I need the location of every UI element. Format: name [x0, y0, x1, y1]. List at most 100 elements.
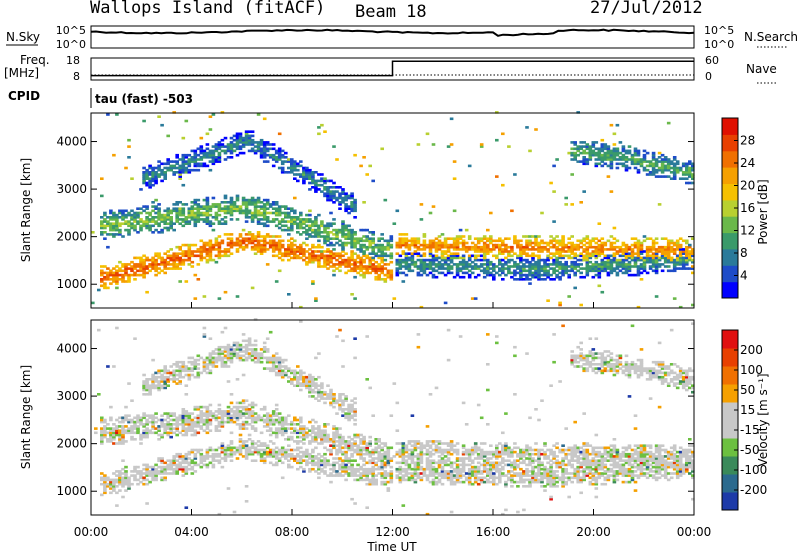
data-cell — [250, 459, 255, 462]
data-cell — [157, 222, 161, 225]
data-cell — [311, 173, 315, 176]
data-cell — [220, 410, 225, 413]
data-cell — [247, 231, 252, 234]
data-cell — [467, 248, 472, 251]
data-cell — [238, 243, 243, 247]
data-cell — [187, 211, 192, 215]
data-cell — [332, 256, 336, 260]
data-cell — [299, 173, 303, 176]
data-cell — [205, 356, 210, 360]
data-cell — [253, 429, 258, 432]
data-cell — [299, 373, 303, 377]
data-cell — [148, 218, 152, 221]
data-cell — [440, 250, 445, 253]
date-title: 27/Jul/2012 — [590, 0, 703, 18]
data-cell — [100, 493, 104, 497]
data-cell — [585, 254, 590, 258]
data-cell — [308, 395, 312, 398]
data-cell — [244, 209, 249, 213]
data-cell — [208, 337, 213, 340]
data-cell — [163, 423, 167, 426]
data-cell — [642, 149, 647, 153]
data-cell — [314, 250, 318, 253]
data-cell — [226, 205, 231, 208]
data-cell — [681, 164, 686, 168]
data-cell — [654, 271, 659, 275]
data-cell — [492, 278, 496, 281]
data-cell — [142, 467, 146, 471]
data-cell — [293, 427, 297, 430]
data-cell — [226, 358, 231, 362]
data-cell — [425, 265, 430, 268]
data-cell — [326, 423, 330, 426]
data-cell — [672, 166, 677, 170]
data-cell — [561, 269, 565, 273]
data-cell — [181, 414, 186, 417]
data-cell — [651, 241, 656, 245]
data-cell — [317, 431, 321, 435]
data-cell — [181, 470, 186, 473]
data-cell — [187, 153, 192, 157]
data-cell — [290, 216, 294, 219]
data-cell — [250, 440, 255, 443]
data-cell — [157, 465, 161, 469]
data-cell — [241, 401, 246, 405]
data-cell — [627, 273, 632, 277]
data-cell — [600, 145, 605, 148]
data-cell — [256, 250, 261, 253]
data-cell — [193, 211, 198, 215]
data-cell — [244, 134, 249, 138]
data-cell — [287, 239, 291, 243]
data-cell — [202, 414, 207, 417]
data-cell — [274, 243, 279, 247]
data-cell — [277, 220, 282, 223]
data-cell — [296, 380, 300, 383]
data-cell — [404, 233, 409, 236]
data-cell — [422, 241, 427, 245]
data-cell — [688, 162, 692, 166]
data-cell — [386, 263, 391, 266]
data-cell — [636, 273, 641, 277]
data-cell — [344, 241, 348, 245]
data-cell — [573, 271, 577, 275]
data-cell — [217, 403, 222, 407]
data-cell — [651, 166, 656, 170]
data-cell — [287, 455, 291, 458]
data-cell — [691, 177, 695, 180]
data-cell — [338, 196, 342, 200]
data-cell — [479, 145, 484, 148]
data-cell — [157, 216, 161, 219]
data-cell — [160, 369, 164, 373]
data-cell — [383, 280, 388, 283]
data-cell — [229, 252, 234, 255]
data-cell — [262, 248, 267, 251]
data-cell — [136, 273, 140, 277]
data-cell — [268, 455, 273, 458]
data-cell — [205, 147, 210, 151]
data-cell — [250, 446, 255, 450]
data-cell — [416, 241, 421, 245]
data-cell — [305, 231, 309, 234]
data-cell — [145, 414, 149, 417]
data-cell — [660, 237, 665, 240]
data-cell — [220, 446, 225, 450]
data-cell — [302, 470, 306, 473]
data-cell — [235, 145, 240, 148]
data-cell — [570, 235, 574, 238]
data-cell — [419, 254, 424, 258]
data-cell — [425, 263, 430, 266]
data-cell — [555, 256, 559, 260]
data-cell — [308, 440, 312, 443]
data-cell — [256, 205, 261, 208]
data-cell — [148, 171, 152, 174]
data-cell — [582, 145, 586, 148]
data-cell — [410, 260, 415, 264]
data-cell — [299, 431, 303, 435]
data-cell — [241, 136, 246, 140]
data-cell — [199, 425, 204, 428]
data-cell — [615, 252, 620, 255]
data-cell — [458, 269, 463, 273]
data-cell — [570, 263, 574, 266]
data-cell — [645, 245, 650, 249]
